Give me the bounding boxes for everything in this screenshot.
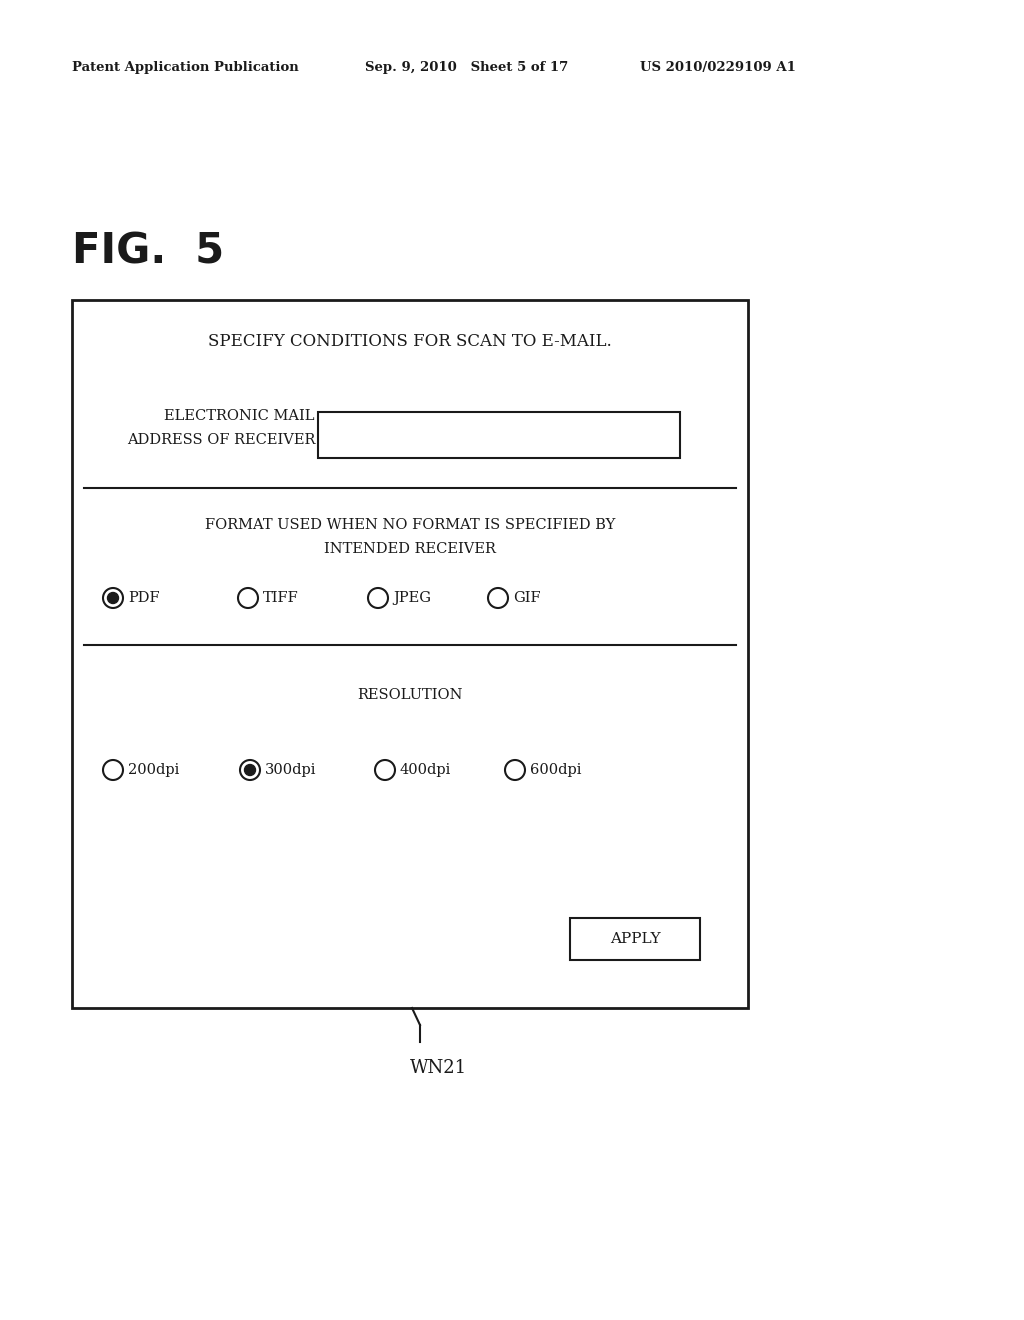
Text: TIFF: TIFF — [263, 591, 299, 605]
Text: Sep. 9, 2010   Sheet 5 of 17: Sep. 9, 2010 Sheet 5 of 17 — [365, 62, 568, 74]
Text: FORMAT USED WHEN NO FORMAT IS SPECIFIED BY: FORMAT USED WHEN NO FORMAT IS SPECIFIED … — [205, 517, 615, 532]
Bar — [318, 412, 680, 458]
Text: RESOLUTION: RESOLUTION — [357, 688, 463, 702]
Text: ELECTRONIC MAIL: ELECTRONIC MAIL — [165, 409, 315, 422]
Circle shape — [108, 593, 119, 603]
Text: PDF: PDF — [128, 591, 160, 605]
Bar — [72, 300, 748, 1008]
Text: INTENDED RECEIVER: INTENDED RECEIVER — [324, 543, 496, 556]
Text: APPLY: APPLY — [609, 932, 660, 946]
Text: 600dpi: 600dpi — [530, 763, 582, 777]
Text: Patent Application Publication: Patent Application Publication — [72, 62, 299, 74]
Text: SPECIFY CONDITIONS FOR SCAN TO E-MAIL.: SPECIFY CONDITIONS FOR SCAN TO E-MAIL. — [208, 334, 612, 351]
Text: ADDRESS OF RECEIVER: ADDRESS OF RECEIVER — [127, 433, 315, 447]
Text: 300dpi: 300dpi — [265, 763, 316, 777]
Bar — [570, 917, 700, 960]
Text: JPEG: JPEG — [393, 591, 431, 605]
Text: 400dpi: 400dpi — [400, 763, 452, 777]
Text: 200dpi: 200dpi — [128, 763, 179, 777]
Circle shape — [245, 764, 256, 776]
Text: US 2010/0229109 A1: US 2010/0229109 A1 — [640, 62, 796, 74]
Text: FIG.  5: FIG. 5 — [72, 231, 224, 273]
Text: WN21: WN21 — [410, 1059, 467, 1077]
Text: GIF: GIF — [513, 591, 541, 605]
